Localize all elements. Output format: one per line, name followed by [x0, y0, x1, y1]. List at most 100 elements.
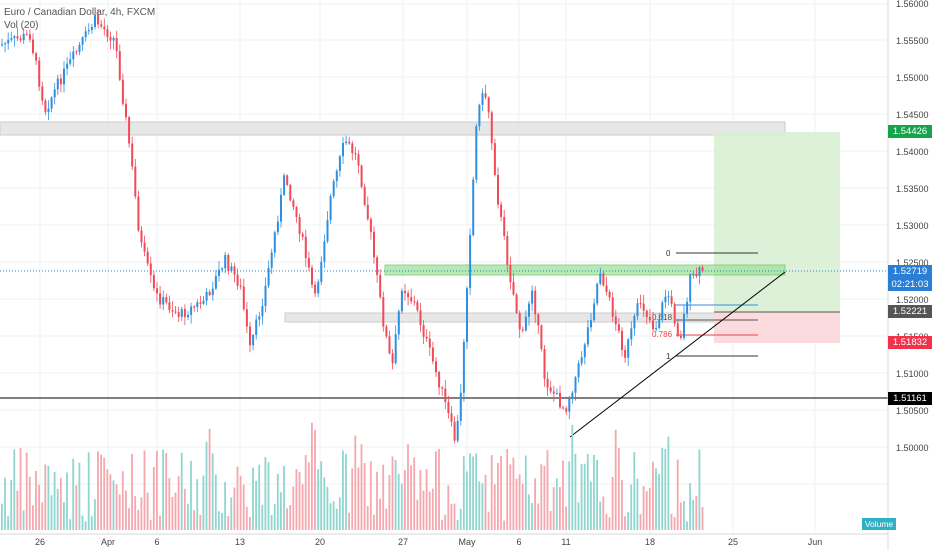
candle-body	[692, 273, 695, 275]
volume-bar	[208, 428, 211, 530]
volume-bar	[32, 505, 34, 530]
volume-bar	[475, 453, 478, 530]
ascending-trend-line[interactable]	[569, 271, 786, 438]
candle-body	[249, 326, 251, 346]
volume-bar	[286, 508, 288, 530]
volume-bar	[456, 520, 459, 530]
candle-body	[503, 216, 506, 236]
fib-retracement[interactable]	[676, 252, 758, 357]
volume-bar	[94, 499, 96, 530]
volume-bar	[183, 488, 186, 530]
candle-body	[571, 392, 574, 399]
candle-body	[292, 200, 295, 208]
time-tick-label: Jun	[808, 537, 823, 547]
resistance-zone-upper[interactable]	[0, 121, 786, 136]
candle-body	[617, 324, 620, 331]
volume-bar	[413, 457, 416, 530]
volume-bar	[497, 463, 499, 530]
candle-body	[180, 308, 183, 317]
candle-body	[416, 302, 419, 311]
volume-bar	[385, 508, 388, 530]
volume-bar	[162, 449, 164, 530]
volume-bar	[190, 460, 192, 530]
volume-bar	[698, 449, 701, 530]
volume-bar	[63, 502, 65, 530]
breakout-zone-green[interactable]	[384, 264, 786, 276]
entry-price-label: 1.52221	[888, 305, 932, 318]
volume-bar	[528, 494, 530, 530]
candle-body	[121, 79, 124, 104]
candle-body	[307, 258, 310, 268]
volume-bar	[366, 506, 369, 530]
volume-bar	[47, 465, 50, 530]
volume-bar	[7, 516, 9, 530]
candle-body	[50, 97, 53, 109]
volume-bar	[280, 492, 282, 530]
candle-body	[549, 387, 552, 392]
candle-body	[22, 33, 25, 41]
volume-bar	[202, 475, 205, 530]
volume-bar	[376, 471, 378, 530]
volume-bar	[357, 467, 360, 530]
candle-body	[534, 290, 537, 315]
long-position-stop-zone[interactable]	[714, 312, 840, 343]
current-price-label: 1.52719	[888, 265, 932, 278]
volume-bar	[149, 519, 152, 530]
candle-body	[1, 44, 3, 46]
volume-bar	[636, 478, 639, 530]
volume-bar	[506, 449, 509, 530]
volume-bar	[112, 480, 115, 530]
candle-body	[125, 103, 127, 118]
candle-body	[332, 181, 335, 197]
volume-bar	[559, 487, 561, 530]
volume-bar	[695, 495, 698, 530]
price-tick-label: 1.54000	[896, 147, 929, 157]
volume-bar	[335, 508, 338, 530]
candle-body	[475, 126, 478, 180]
volume-bar	[667, 436, 670, 530]
volume-bar	[351, 468, 354, 530]
candle-body	[314, 284, 317, 294]
volume-bar	[679, 502, 682, 530]
volume-bar	[431, 488, 434, 530]
candle-body	[242, 286, 245, 310]
candle-body	[208, 291, 211, 296]
candle-body	[66, 63, 69, 69]
volume-bar	[379, 498, 381, 530]
volume-bar	[555, 478, 558, 530]
candle-body	[227, 255, 230, 271]
volume-bar	[459, 508, 462, 530]
candle-body	[531, 290, 534, 304]
time-tick-label: Apr	[101, 537, 115, 547]
candle-body	[174, 311, 177, 313]
candle-body	[264, 285, 267, 306]
candle-body	[633, 316, 636, 329]
candle-body	[28, 34, 31, 40]
price-tick-label: 1.52000	[896, 295, 929, 305]
candle-body	[379, 275, 382, 298]
price-tick-label: 1.50500	[896, 406, 929, 416]
candle-body	[7, 39, 10, 44]
candle-body	[497, 174, 499, 205]
candle-body	[376, 257, 379, 276]
volume-bar	[354, 435, 357, 530]
volume-bar	[683, 500, 685, 530]
candle-body	[676, 323, 679, 337]
volume-bar	[323, 477, 326, 530]
volume-bar	[329, 503, 332, 530]
candle-body	[211, 288, 214, 296]
volume-bar	[255, 480, 257, 530]
candle-body	[97, 14, 100, 25]
volume-bar	[304, 454, 307, 530]
candle-body	[224, 255, 227, 269]
time-tick-label: 27	[398, 537, 408, 547]
volume-bar	[466, 471, 468, 530]
volume-bar	[469, 453, 471, 530]
volume-bar	[608, 517, 611, 530]
candle-body	[348, 141, 351, 144]
long-position-target-zone[interactable]	[714, 132, 840, 312]
volume-bar	[177, 476, 180, 530]
volume-bar	[75, 485, 78, 530]
candle-body	[524, 316, 527, 331]
